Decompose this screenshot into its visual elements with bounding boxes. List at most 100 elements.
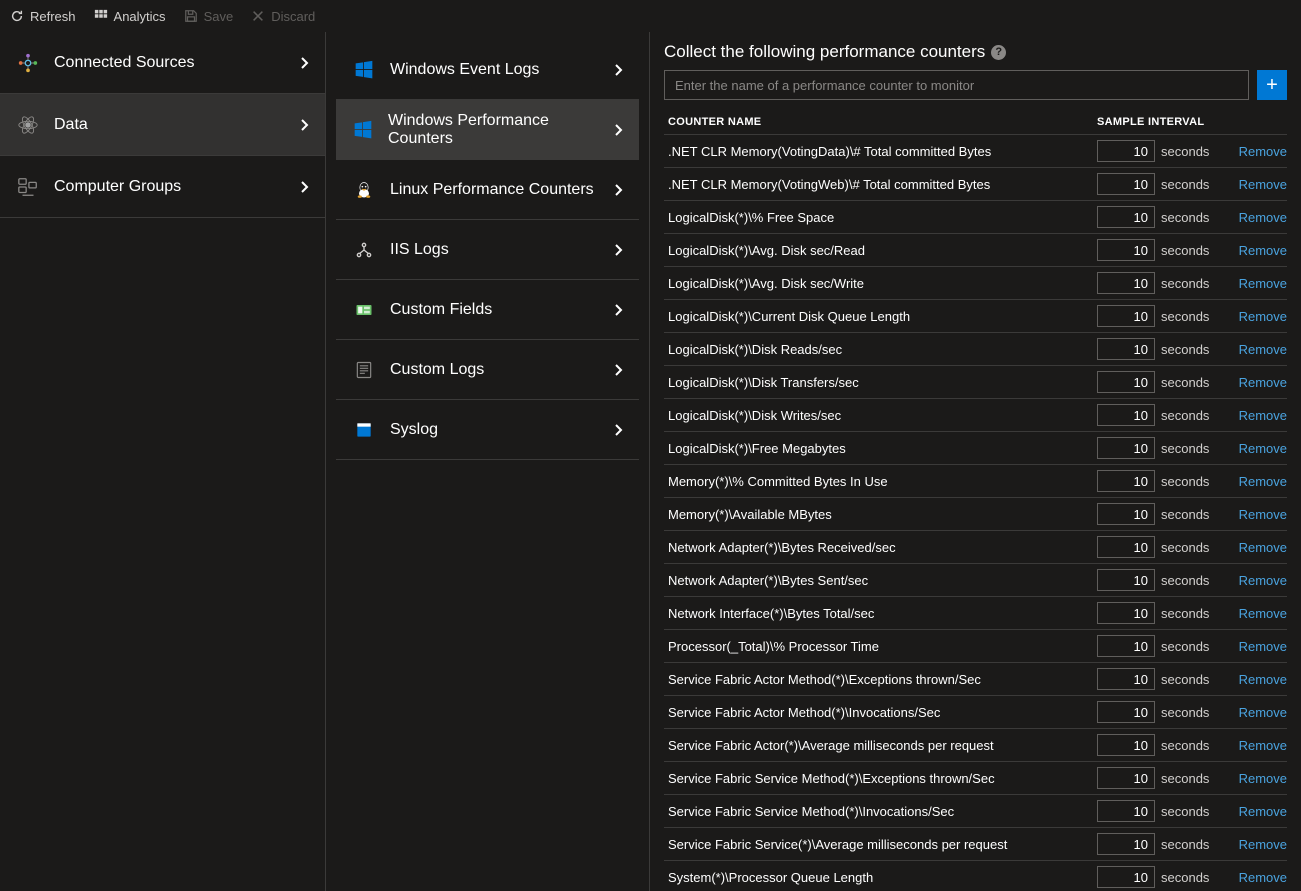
interval-input[interactable]: [1097, 701, 1155, 723]
counter-row: LogicalDisk(*)\Disk Reads/secsecondsRemo…: [664, 333, 1287, 366]
remove-link[interactable]: Remove: [1227, 309, 1287, 324]
submenu-item-5[interactable]: Custom Logs: [336, 340, 639, 400]
counter-name: Service Fabric Actor(*)\Average millisec…: [664, 738, 1097, 753]
interval-input[interactable]: [1097, 503, 1155, 525]
submenu-item-6[interactable]: Syslog: [336, 400, 639, 460]
remove-link[interactable]: Remove: [1227, 474, 1287, 489]
sidebar-item-connected-sources[interactable]: Connected Sources: [0, 32, 325, 94]
add-counter-button[interactable]: +: [1257, 70, 1287, 100]
remove-link[interactable]: Remove: [1227, 672, 1287, 687]
counter-name: LogicalDisk(*)\Current Disk Queue Length: [664, 309, 1097, 324]
submenu-item-0[interactable]: Windows Event Logs: [336, 40, 639, 100]
sidebar-item-label: Connected Sources: [54, 54, 195, 72]
seconds-label: seconds: [1161, 507, 1209, 522]
chevron-right-icon: [613, 363, 623, 377]
submenu-item-3[interactable]: IIS Logs: [336, 220, 639, 280]
interval-input[interactable]: [1097, 668, 1155, 690]
interval-input[interactable]: [1097, 305, 1155, 327]
analytics-label: Analytics: [114, 9, 166, 24]
sidebar-item-label: Computer Groups: [54, 178, 181, 196]
remove-link[interactable]: Remove: [1227, 837, 1287, 852]
chevron-right-icon: [613, 303, 623, 317]
counter-row: Service Fabric Actor Method(*)\Exception…: [664, 663, 1287, 696]
remove-link[interactable]: Remove: [1227, 870, 1287, 885]
interval-input[interactable]: [1097, 767, 1155, 789]
interval-input[interactable]: [1097, 173, 1155, 195]
counter-name: Service Fabric Actor Method(*)\Invocatio…: [664, 705, 1097, 720]
fields-icon: [352, 300, 376, 320]
submenu-item-label: Custom Fields: [390, 301, 492, 319]
interval-input[interactable]: [1097, 437, 1155, 459]
interval-input[interactable]: [1097, 833, 1155, 855]
interval-input[interactable]: [1097, 239, 1155, 261]
counter-row: Network Interface(*)\Bytes Total/secseco…: [664, 597, 1287, 630]
interval-input[interactable]: [1097, 140, 1155, 162]
submenu-item-2[interactable]: Linux Performance Counters: [336, 160, 639, 220]
interval-input[interactable]: [1097, 371, 1155, 393]
seconds-label: seconds: [1161, 408, 1209, 423]
counter-name: Network Interface(*)\Bytes Total/sec: [664, 606, 1097, 621]
counter-name: LogicalDisk(*)\Disk Transfers/sec: [664, 375, 1097, 390]
remove-link[interactable]: Remove: [1227, 771, 1287, 786]
remove-link[interactable]: Remove: [1227, 375, 1287, 390]
interval-input[interactable]: [1097, 635, 1155, 657]
counter-row: Service Fabric Actor(*)\Average millisec…: [664, 729, 1287, 762]
interval-input[interactable]: [1097, 734, 1155, 756]
sidebar-item-computer-groups[interactable]: Computer Groups: [0, 156, 325, 218]
counter-row: LogicalDisk(*)\Avg. Disk sec/Readseconds…: [664, 234, 1287, 267]
sidebar-item-data[interactable]: Data: [0, 94, 325, 156]
interval-input[interactable]: [1097, 536, 1155, 558]
interval-input[interactable]: [1097, 800, 1155, 822]
remove-link[interactable]: Remove: [1227, 342, 1287, 357]
connected-sources-icon: [16, 52, 40, 74]
chevron-right-icon: [613, 63, 623, 77]
analytics-icon: [94, 9, 108, 23]
interval-input[interactable]: [1097, 272, 1155, 294]
counter-name-input[interactable]: [664, 70, 1249, 100]
interval-input[interactable]: [1097, 569, 1155, 591]
save-button: Save: [184, 9, 234, 24]
remove-link[interactable]: Remove: [1227, 639, 1287, 654]
remove-link[interactable]: Remove: [1227, 804, 1287, 819]
counter-row: LogicalDisk(*)\Disk Writes/secsecondsRem…: [664, 399, 1287, 432]
submenu-item-label: Linux Performance Counters: [390, 181, 594, 199]
remove-link[interactable]: Remove: [1227, 705, 1287, 720]
remove-link[interactable]: Remove: [1227, 276, 1287, 291]
help-icon[interactable]: ?: [991, 45, 1006, 60]
remove-link[interactable]: Remove: [1227, 540, 1287, 555]
remove-link[interactable]: Remove: [1227, 177, 1287, 192]
interval-input[interactable]: [1097, 206, 1155, 228]
logs-icon: [352, 360, 376, 380]
save-icon: [184, 9, 198, 23]
add-counter-row: +: [664, 70, 1287, 100]
seconds-label: seconds: [1161, 672, 1209, 687]
remove-link[interactable]: Remove: [1227, 507, 1287, 522]
seconds-label: seconds: [1161, 573, 1209, 588]
counter-row: Network Adapter(*)\Bytes Received/secsec…: [664, 531, 1287, 564]
refresh-button[interactable]: Refresh: [10, 9, 76, 24]
interval-input[interactable]: [1097, 338, 1155, 360]
seconds-label: seconds: [1161, 375, 1209, 390]
remove-link[interactable]: Remove: [1227, 441, 1287, 456]
seconds-label: seconds: [1161, 276, 1209, 291]
analytics-button[interactable]: Analytics: [94, 9, 166, 24]
seconds-label: seconds: [1161, 144, 1209, 159]
interval-input[interactable]: [1097, 470, 1155, 492]
submenu-item-1[interactable]: Windows Performance Counters: [336, 100, 639, 160]
remove-link[interactable]: Remove: [1227, 738, 1287, 753]
remove-link[interactable]: Remove: [1227, 144, 1287, 159]
submenu-item-4[interactable]: Custom Fields: [336, 280, 639, 340]
interval-input[interactable]: [1097, 602, 1155, 624]
counter-name: Service Fabric Actor Method(*)\Exception…: [664, 672, 1097, 687]
interval-input[interactable]: [1097, 404, 1155, 426]
remove-link[interactable]: Remove: [1227, 210, 1287, 225]
remove-link[interactable]: Remove: [1227, 606, 1287, 621]
refresh-label: Refresh: [30, 9, 76, 24]
remove-link[interactable]: Remove: [1227, 243, 1287, 258]
remove-link[interactable]: Remove: [1227, 573, 1287, 588]
interval-input[interactable]: [1097, 866, 1155, 888]
remove-link[interactable]: Remove: [1227, 408, 1287, 423]
chevron-right-icon: [613, 423, 623, 437]
counter-row: Service Fabric Actor Method(*)\Invocatio…: [664, 696, 1287, 729]
counter-row: .NET CLR Memory(VotingData)\# Total comm…: [664, 135, 1287, 168]
